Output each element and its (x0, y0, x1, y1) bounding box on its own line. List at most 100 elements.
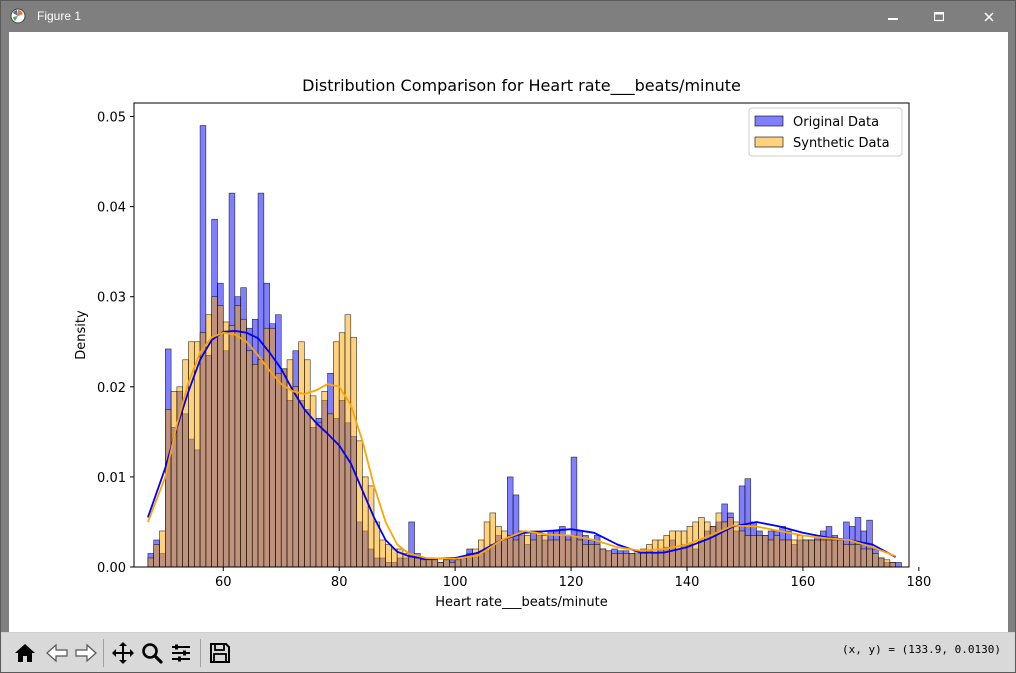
bar-original (895, 562, 902, 568)
bar-synthetic (553, 539, 560, 568)
back-button[interactable] (43, 639, 71, 667)
bar-synthetic (524, 535, 531, 568)
bar-synthetic (356, 440, 363, 568)
bar-synthetic (559, 535, 566, 568)
bar-synthetic (454, 559, 462, 568)
bar-synthetic (165, 409, 172, 568)
zoom-button[interactable] (138, 639, 166, 667)
bar-synthetic (825, 539, 833, 568)
close-button[interactable] (962, 1, 1015, 32)
bar-synthetic (877, 557, 885, 568)
minimize-button[interactable] (870, 1, 915, 32)
bar-synthetic (593, 544, 601, 568)
x-axis-label: Heart rate___beats/minute (435, 595, 608, 610)
configure-subplots-button[interactable] (167, 639, 195, 667)
bar-synthetic (704, 521, 711, 568)
bar-synthetic (298, 341, 305, 568)
toolbar-separator (103, 639, 104, 667)
bar-synthetic (234, 305, 241, 568)
bar-synthetic (617, 553, 624, 568)
bar-synthetic (321, 391, 328, 568)
bar-synthetic (257, 359, 265, 568)
title-bar[interactable]: Figure 1 (1, 1, 1015, 32)
bar-synthetic (269, 327, 276, 568)
plot-frame (133, 102, 910, 568)
bar-synthetic (733, 521, 740, 568)
y-tick-label: 0.02 (97, 381, 126, 396)
y-tick-label: 0.04 (97, 201, 126, 216)
bar-synthetic (883, 559, 891, 568)
bar-synthetic (576, 539, 583, 568)
matplotlib-icon (10, 8, 26, 24)
window-border-right (1008, 32, 1015, 632)
bar-synthetic (512, 539, 520, 568)
bar-synthetic (599, 548, 607, 568)
bar-synthetic (628, 553, 636, 568)
save-button[interactable] (206, 639, 234, 667)
x-tick-label: 180 (906, 575, 931, 590)
bar-synthetic (605, 550, 612, 568)
bar-synthetic (315, 422, 323, 568)
x-tick-label: 80 (331, 575, 348, 590)
bar-synthetic (379, 539, 386, 568)
bar-synthetic (460, 557, 468, 568)
bar-synthetic (170, 391, 178, 568)
bar-synthetic (848, 544, 856, 568)
window-border-left (1, 32, 9, 632)
bar-synthetic (425, 559, 433, 568)
kde-line-synthetic (147, 331, 897, 560)
bar-synthetic (414, 557, 421, 568)
bar-synthetic (820, 539, 827, 568)
y-tick-label: 0.05 (97, 111, 126, 126)
bar-synthetic (275, 372, 282, 568)
bar-synthetic (280, 368, 288, 568)
bar-synthetic (159, 530, 166, 568)
bar-synthetic (518, 530, 525, 568)
bar-synthetic (762, 535, 769, 568)
bar-synthetic (611, 553, 618, 568)
bar-synthetic (773, 535, 781, 568)
bar-synthetic (304, 359, 311, 568)
bar-synthetic (541, 535, 549, 568)
bar-synthetic (246, 350, 253, 568)
bar-synthetic (367, 485, 375, 568)
bar-synthetic (420, 559, 427, 568)
y-tick-label: 0.03 (97, 291, 126, 306)
bar-synthetic (796, 535, 804, 568)
x-tick-label: 140 (675, 575, 700, 590)
bar-synthetic (715, 512, 723, 568)
bar-synthetic (767, 539, 775, 568)
bar-synthetic (785, 539, 792, 568)
cursor-coordinates: (x, y) = (133.9, 0.0130) (842, 643, 1001, 656)
bar-synthetic (854, 544, 862, 568)
bar-synthetic (535, 530, 543, 568)
bar-synthetic (449, 562, 456, 568)
bar-synthetic (333, 341, 340, 568)
figure-canvas[interactable]: 60 80 100 120 140 160 180 0.00 0.01 0.02 0.03 0.04 0… (9, 32, 1008, 632)
bar-synthetic (506, 535, 514, 568)
bar-synthetic (501, 530, 508, 568)
forward-button[interactable] (72, 639, 100, 667)
bar-synthetic (802, 539, 810, 568)
bar-synthetic (669, 530, 676, 568)
bar-synthetic (831, 539, 839, 568)
bar-synthetic (153, 544, 160, 568)
bar-synthetic (727, 517, 734, 568)
bar-synthetic (199, 332, 207, 568)
x-tick-label: 160 (791, 575, 816, 590)
home-button[interactable] (11, 639, 39, 667)
bar-synthetic (547, 539, 554, 568)
pan-button[interactable] (109, 639, 137, 667)
navigation-toolbar: (x, y) = (133.9, 0.0130) (1, 632, 1015, 672)
bar-synthetic (570, 535, 578, 568)
bar-synthetic (344, 314, 352, 568)
bar-synthetic (860, 548, 867, 568)
y-tick-label: 0.00 (97, 561, 126, 576)
x-tick-label: 100 (443, 575, 468, 590)
maximize-button[interactable] (916, 1, 961, 32)
bar-synthetic (205, 314, 212, 568)
bar-synthetic (889, 562, 896, 568)
bar-synthetic (292, 386, 299, 568)
bar-synthetic (530, 539, 537, 568)
chart-title: Distribution Comparison for Heart rate__… (302, 76, 741, 96)
